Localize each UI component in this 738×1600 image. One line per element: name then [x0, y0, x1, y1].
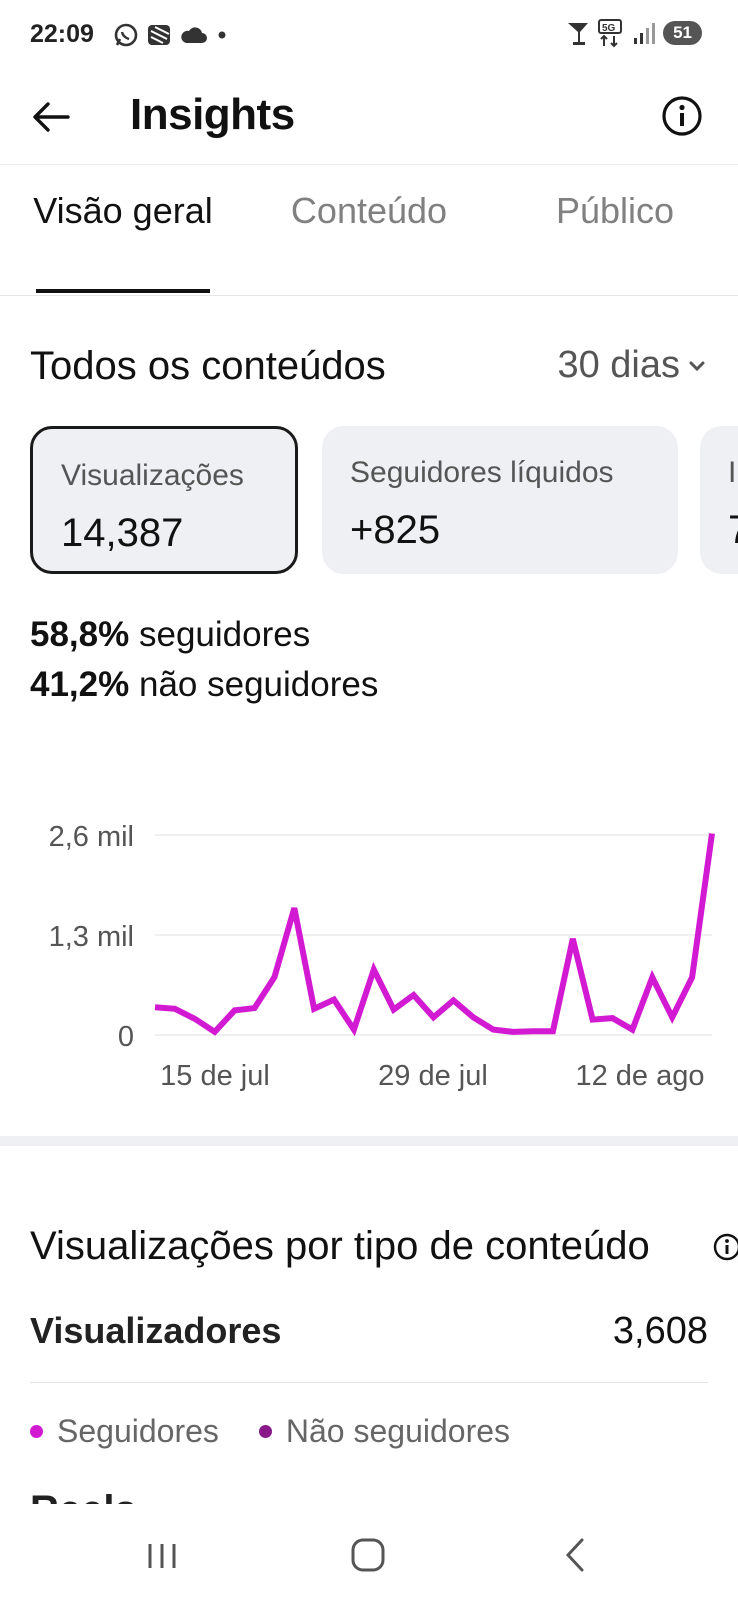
content-type-title: Visualizações por tipo de conteúdo — [30, 1224, 650, 1268]
signal-icon — [634, 23, 656, 44]
tab-audience[interactable]: Público — [555, 190, 675, 231]
app-header: Insights — [0, 72, 738, 165]
status-time: 22:09 — [30, 20, 94, 48]
app-icon — [148, 25, 170, 45]
section-title: Todos os conteúdos — [30, 344, 386, 388]
notification-icons — [113, 18, 229, 52]
views-line-chart: 2,6 mil 1,3 mil 0 15 de jul 29 de jul 12 de a… — [49, 821, 715, 1092]
system-icons: 5G 51 — [565, 18, 702, 48]
battery-icon: 51 — [663, 21, 702, 45]
tab-bar: Visão geral Conteúdo Público — [0, 165, 738, 296]
y-tick-label: 1,3 mil — [49, 921, 134, 953]
back-nav-icon[interactable] — [546, 1530, 606, 1580]
metric-card-net-followers[interactable]: Seguidores líquidos +825 — [322, 426, 678, 574]
active-tab-indicator — [36, 289, 210, 293]
follower-split: 58,8% seguidores 41,2% não seguidores — [30, 610, 378, 710]
legend-dot — [30, 1425, 43, 1438]
svg-text:5G: 5G — [602, 23, 616, 34]
metric-label: Seguidores líquidos — [350, 456, 614, 489]
x-tick-label: 15 de jul — [160, 1060, 270, 1092]
viewers-value: 3,608 — [612, 1310, 708, 1352]
alarm-icon — [568, 23, 589, 45]
x-tick-label: 29 de jul — [378, 1060, 488, 1092]
status-bar: 22:09 5G 51 — [0, 0, 738, 72]
y-tick-label: 0 — [118, 1021, 134, 1053]
partial-row-label: Reels — [30, 1490, 150, 1504]
info-icon[interactable] — [660, 94, 704, 138]
metric-card-views[interactable]: Visualizações 14,387 — [30, 426, 298, 574]
whatsapp-icon — [114, 23, 138, 47]
nonfollowers-share: 41,2% não seguidores — [30, 665, 379, 704]
section-divider — [0, 1136, 738, 1146]
followers-share: 58,8% seguidores — [30, 615, 311, 654]
back-arrow-icon[interactable] — [28, 94, 74, 140]
x-tick-label: 12 de ago — [575, 1060, 704, 1092]
legend-dot — [258, 1425, 272, 1438]
legend-item-nonfollowers: Não seguidores — [258, 1413, 511, 1450]
metric-label: I — [728, 456, 737, 489]
chart-legend: Seguidores Não seguidores — [30, 1413, 510, 1450]
page-title: Insights — [130, 90, 295, 139]
date-range-selector[interactable]: 30 dias — [557, 344, 706, 387]
metric-value: +825 — [350, 508, 441, 552]
cloud-icon — [181, 27, 207, 43]
tab-overview[interactable]: Visão geral — [33, 190, 213, 231]
legend-label: Seguidores — [57, 1413, 219, 1449]
divider — [30, 1382, 708, 1383]
home-icon[interactable] — [338, 1530, 398, 1580]
system-nav-bar — [0, 1510, 738, 1600]
legend-item-followers: Seguidores — [30, 1413, 219, 1450]
views-series-line — [154, 833, 715, 1037]
info-icon[interactable] — [712, 1232, 738, 1262]
tab-content[interactable]: Conteúdo — [290, 190, 448, 231]
metric-value: 7 — [728, 508, 738, 553]
legend-label: Não seguidores — [285, 1413, 511, 1449]
5g-icon: 5G — [598, 19, 623, 48]
recent-apps-icon[interactable] — [132, 1530, 192, 1580]
viewers-label: Visualizadores — [30, 1310, 282, 1351]
partially-visible-row: Reels — [30, 1490, 150, 1504]
metric-value: 14,387 — [61, 511, 184, 555]
y-tick-label: 2,6 mil — [49, 821, 134, 853]
dot-icon — [218, 31, 226, 39]
chevron-down-icon — [689, 361, 705, 371]
metric-label: Visualizações — [61, 459, 244, 492]
metric-card-partial[interactable]: I 7 — [700, 426, 738, 574]
date-range-label: 30 dias — [557, 344, 680, 386]
